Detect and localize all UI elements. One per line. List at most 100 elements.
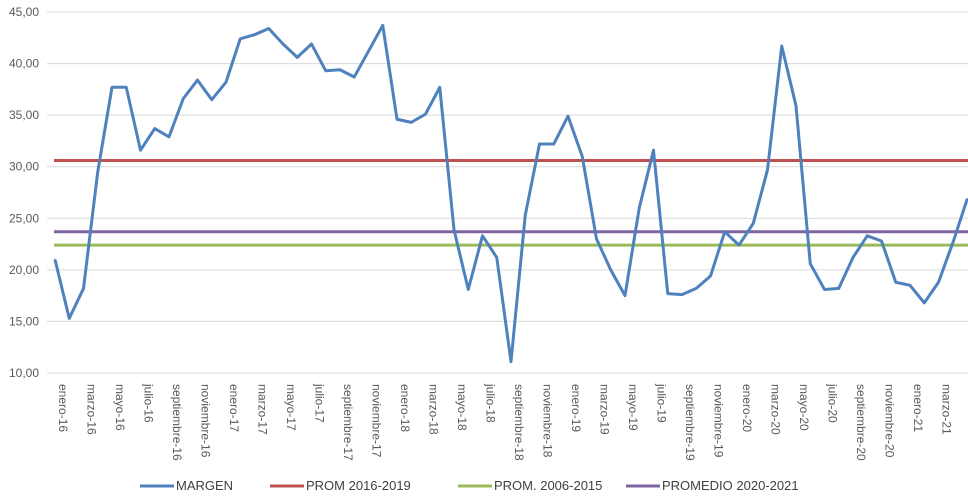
data-point	[225, 81, 227, 83]
x-tick-label: julio-18	[484, 383, 498, 423]
data-point	[681, 293, 683, 296]
data-point	[951, 242, 954, 244]
data-point	[595, 238, 598, 240]
x-tick-label: marzo-20	[769, 384, 783, 435]
data-point	[923, 302, 926, 304]
data-point	[495, 256, 498, 259]
data-point	[723, 230, 726, 233]
data-point	[424, 113, 427, 115]
y-tick-label: 25,00	[9, 211, 39, 225]
data-point	[367, 50, 370, 52]
x-tick-label: julio-20	[826, 383, 840, 423]
legend-label: PROM. 2006-2015	[494, 478, 602, 493]
x-tick-label: noviembre-18	[541, 384, 555, 458]
x-tick-label: enero-19	[569, 384, 583, 432]
data-point	[125, 86, 128, 89]
data-point	[567, 115, 569, 117]
y-tick-label: 30,00	[9, 160, 39, 174]
data-point	[581, 155, 584, 158]
x-tick-label: noviembre-17	[370, 384, 384, 458]
legend-label: PROM 2016-2019	[306, 478, 411, 493]
x-tick-label: marzo-17	[256, 384, 270, 435]
data-point	[381, 24, 384, 27]
x-tick-label: marzo-21	[940, 384, 954, 435]
y-tick-label: 20,00	[9, 263, 39, 277]
data-point	[239, 38, 242, 40]
x-tick-label: marzo-19	[598, 384, 612, 435]
data-point	[780, 45, 783, 47]
data-point	[153, 127, 156, 130]
data-point	[738, 244, 740, 246]
data-point	[552, 143, 555, 145]
data-point	[182, 97, 185, 100]
data-point	[396, 118, 398, 121]
y-tick-label: 10,00	[9, 366, 39, 380]
data-point	[410, 121, 413, 124]
x-tick-label: septiembre-20	[854, 384, 868, 461]
gridlines	[47, 11, 968, 374]
data-point	[866, 235, 869, 237]
data-point	[624, 294, 626, 297]
data-point	[253, 33, 256, 36]
data-point	[168, 136, 170, 138]
y-tick-label: 15,00	[9, 314, 39, 328]
data-point	[481, 235, 484, 237]
x-tick-label: noviembre-19	[712, 384, 726, 458]
series-line	[53, 23, 968, 364]
x-tick-label: julio-16	[142, 383, 156, 423]
y-axis-tick-labels: 10,00 15,00 20,00 25,00 30,00 35,00 40,00 45,00	[9, 5, 39, 380]
data-point	[709, 275, 712, 277]
data-point	[339, 68, 341, 71]
data-point	[210, 98, 213, 101]
x-tick-label: mayo-20	[797, 384, 811, 431]
data-point	[695, 287, 698, 290]
legend-label: MARGEN	[176, 478, 233, 493]
x-tick-label: mayo-18	[455, 384, 469, 431]
x-tick-label: noviembre-16	[199, 384, 213, 458]
data-point	[82, 287, 85, 290]
x-tick-label: septiembre-17	[341, 384, 355, 461]
x-tick-label: mayo-16	[113, 384, 127, 431]
x-tick-label: septiembre-16	[170, 384, 184, 461]
average-lines	[54, 159, 968, 247]
legend-label: PROMEDIO 2020-2021	[662, 478, 799, 493]
data-point	[652, 149, 655, 152]
x-tick-label: julio-17	[313, 383, 327, 423]
x-tick-label: septiembre-19	[683, 384, 697, 461]
x-tick-label: mayo-19	[626, 384, 640, 431]
x-tick-label: marzo-16	[85, 384, 99, 435]
data-point	[638, 207, 641, 209]
data-point	[823, 288, 826, 291]
data-point	[880, 240, 883, 242]
data-point	[68, 317, 71, 320]
x-tick-label: enero-18	[398, 384, 412, 432]
legend: MARGEN PROM 2016-2019 PROM. 2006-2015 PROME…	[140, 478, 799, 493]
x-tick-label: septiembre-18	[512, 384, 526, 461]
data-point	[809, 262, 812, 265]
x-tick-label: noviembre-20	[883, 384, 897, 458]
data-point	[837, 287, 840, 290]
data-point	[752, 222, 755, 225]
x-tick-label: marzo-18	[427, 384, 441, 435]
y-tick-label: 35,00	[9, 108, 39, 122]
data-point	[467, 288, 470, 291]
data-point	[54, 258, 56, 261]
data-point	[766, 169, 769, 171]
data-point	[894, 281, 897, 284]
x-tick-label: enero-16	[56, 384, 70, 432]
data-point	[852, 256, 854, 259]
data-point	[96, 171, 99, 173]
data-point	[453, 228, 455, 231]
data-point	[795, 105, 797, 107]
data-point	[267, 27, 270, 30]
data-point	[282, 43, 284, 45]
data-point	[139, 149, 142, 152]
x-axis-tick-labels: enero-16 marzo-16 mayo-16 julio-16 septiembr…	[56, 383, 954, 461]
data-point	[296, 56, 299, 59]
data-point	[538, 143, 541, 145]
data-point	[111, 86, 113, 89]
data-point	[909, 284, 911, 287]
margen-series	[53, 23, 968, 364]
data-point	[324, 69, 327, 72]
